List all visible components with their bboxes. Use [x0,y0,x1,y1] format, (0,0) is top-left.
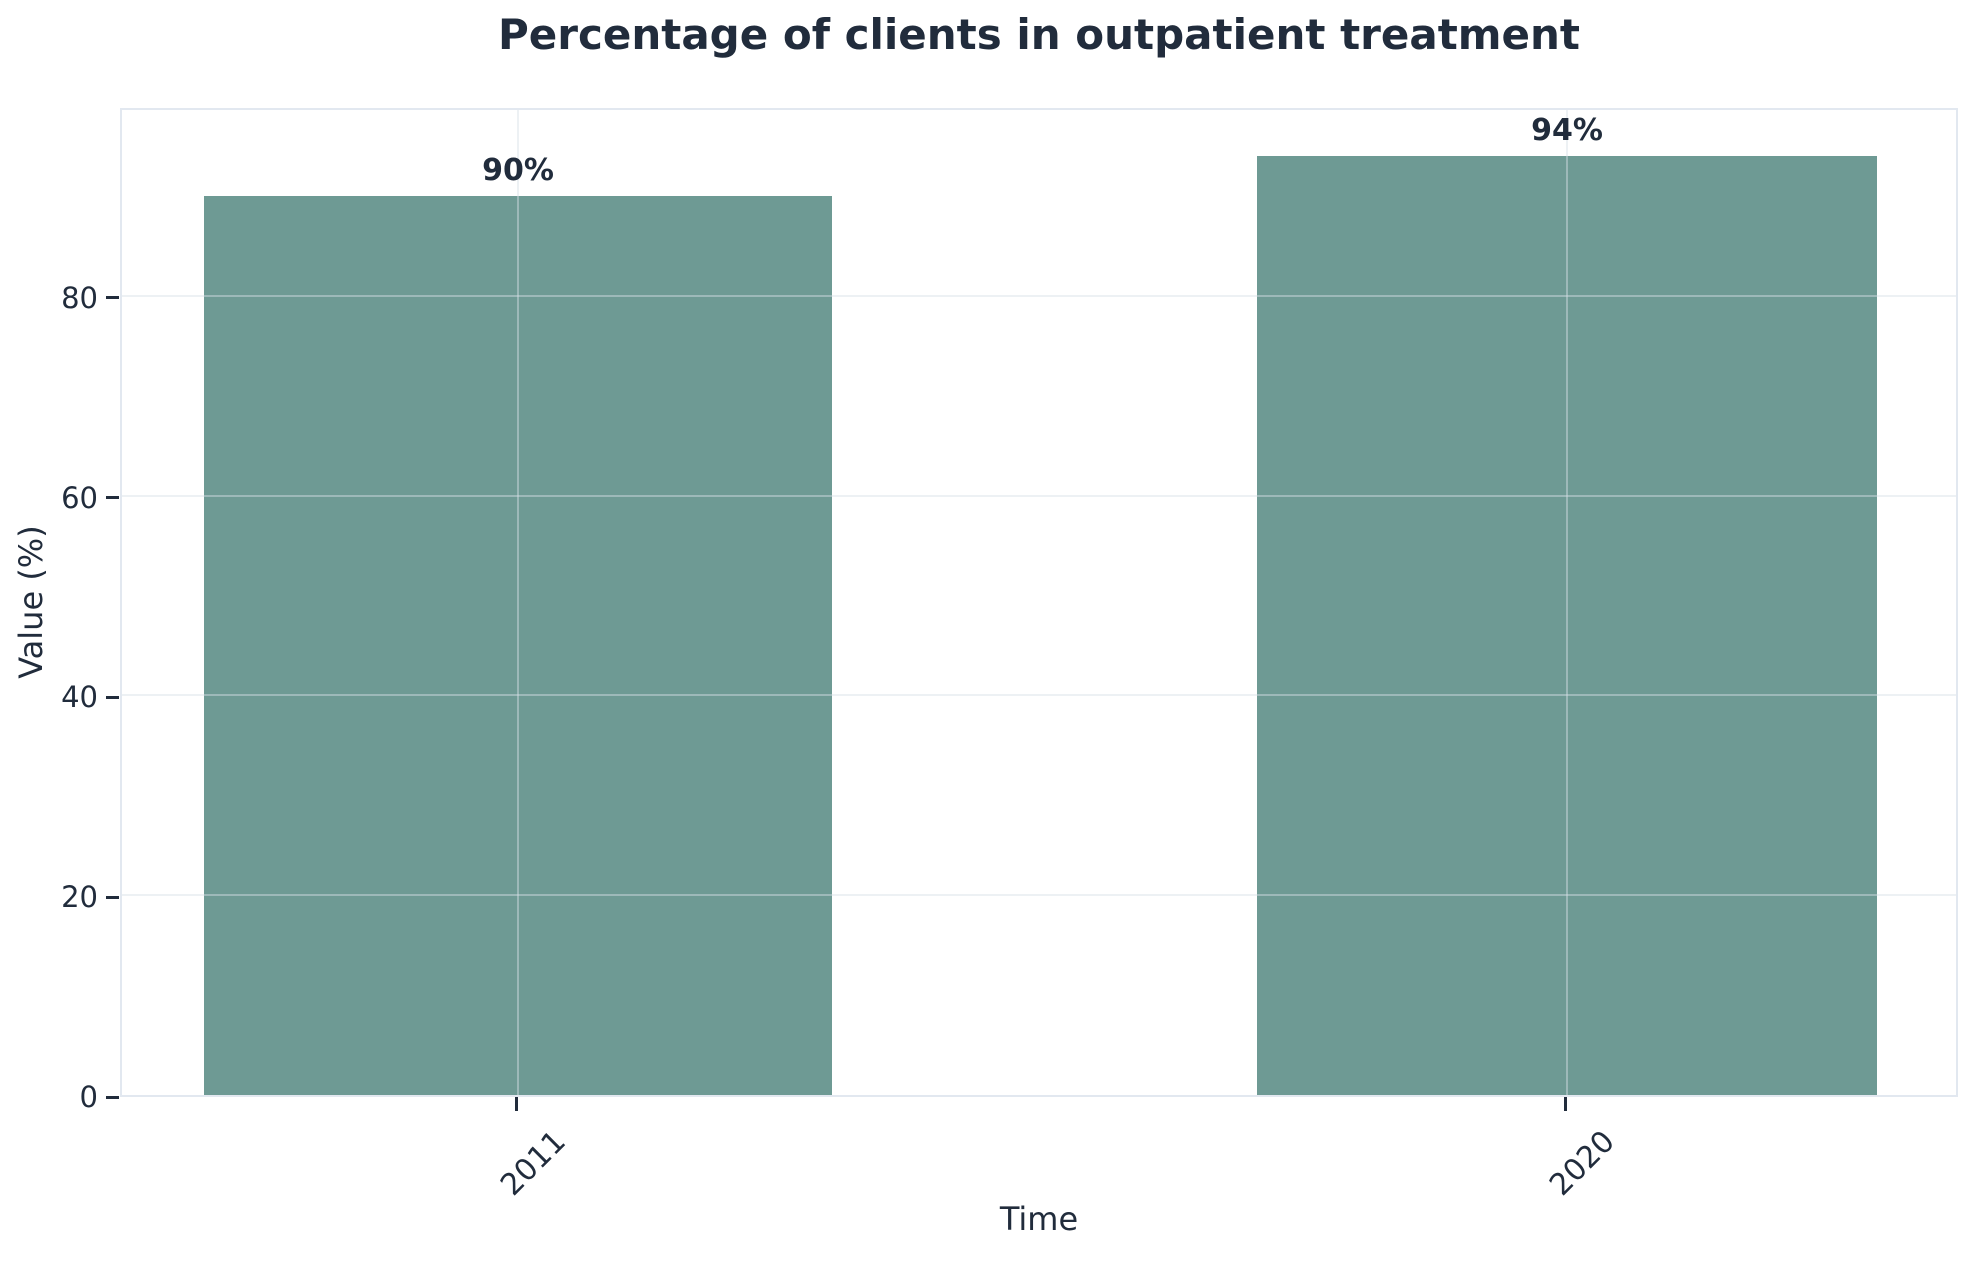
y-tick-mark [106,296,119,300]
y-tick-label: 20 [61,880,98,915]
y-axis-label: Value (%) [12,525,50,679]
bar-value-label-2011: 90% [482,152,554,188]
y-tick-mark [106,1095,119,1099]
gridline-horizontal [122,494,1956,497]
plot-area: 90% 94% [120,108,1958,1097]
x-axis-label: Time [999,1200,1079,1238]
chart-title: Percentage of clients in outpatient trea… [497,10,1580,59]
bar-2020 [1257,155,1877,1095]
y-tick-label: 0 [79,1080,98,1114]
gridline-vertical [1566,110,1568,1095]
y-tick-label: 40 [61,680,98,715]
x-tick-label-2011: 2011 [494,1124,573,1203]
x-tick-mark [514,1097,518,1111]
y-tick-label: 60 [61,480,98,515]
gridline-horizontal [122,294,1956,297]
y-tick-mark [106,496,119,500]
gridline-vertical [517,110,519,1095]
gridline-horizontal [122,694,1956,697]
bar-2011 [204,195,832,1095]
y-tick-mark [106,695,119,699]
y-tick-mark [106,895,119,899]
y-tick-label: 80 [61,280,98,315]
x-tick-label-2020: 2020 [1543,1124,1622,1203]
bar-value-label-2020: 94% [1531,112,1603,148]
x-tick-mark [1563,1097,1567,1111]
gridline-horizontal [122,894,1956,897]
